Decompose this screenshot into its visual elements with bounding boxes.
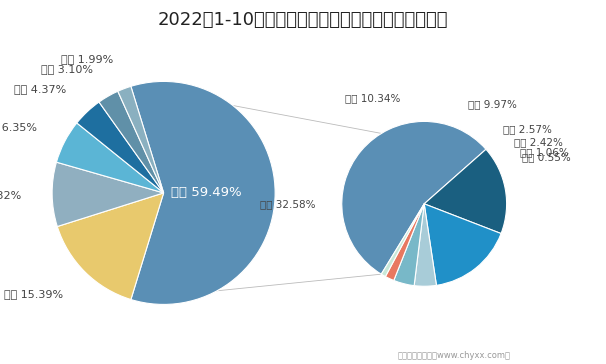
Text: 江西 1.06%: 江西 1.06% bbox=[520, 147, 568, 157]
Wedge shape bbox=[424, 204, 501, 285]
Wedge shape bbox=[394, 204, 424, 286]
Text: 安徽 2.57%: 安徽 2.57% bbox=[503, 124, 552, 134]
Text: 江苏 10.34%: 江苏 10.34% bbox=[345, 93, 401, 103]
Wedge shape bbox=[342, 122, 486, 274]
Wedge shape bbox=[58, 193, 164, 300]
Text: 福建 2.42%: 福建 2.42% bbox=[514, 137, 562, 147]
Wedge shape bbox=[381, 204, 424, 277]
Text: 制图：智研咨询（www.chyxx.com）: 制图：智研咨询（www.chyxx.com） bbox=[398, 351, 511, 360]
Text: 浙江 32.58%: 浙江 32.58% bbox=[260, 199, 315, 209]
Text: 上海 0.55%: 上海 0.55% bbox=[522, 152, 571, 162]
Wedge shape bbox=[385, 204, 424, 280]
Wedge shape bbox=[77, 102, 164, 193]
Text: 华东 59.49%: 华东 59.49% bbox=[171, 186, 241, 199]
Wedge shape bbox=[424, 149, 507, 234]
Wedge shape bbox=[414, 204, 436, 286]
Wedge shape bbox=[56, 123, 164, 193]
Text: 华中 3.10%: 华中 3.10% bbox=[41, 64, 93, 74]
Text: 西北 4.37%: 西北 4.37% bbox=[13, 84, 66, 94]
Text: 山东 9.97%: 山东 9.97% bbox=[468, 99, 517, 109]
Wedge shape bbox=[52, 162, 164, 226]
Wedge shape bbox=[99, 91, 164, 193]
Text: 华北 1.99%: 华北 1.99% bbox=[61, 54, 113, 64]
Wedge shape bbox=[131, 82, 275, 304]
Text: 华南 15.39%: 华南 15.39% bbox=[4, 289, 63, 299]
Wedge shape bbox=[118, 86, 164, 193]
Text: 东北 6.35%: 东北 6.35% bbox=[0, 122, 37, 132]
Text: 西南 9.32%: 西南 9.32% bbox=[0, 190, 21, 200]
Text: 2022年1-10月中国金属切削机床产量大区占比统计图: 2022年1-10月中国金属切削机床产量大区占比统计图 bbox=[158, 11, 448, 29]
